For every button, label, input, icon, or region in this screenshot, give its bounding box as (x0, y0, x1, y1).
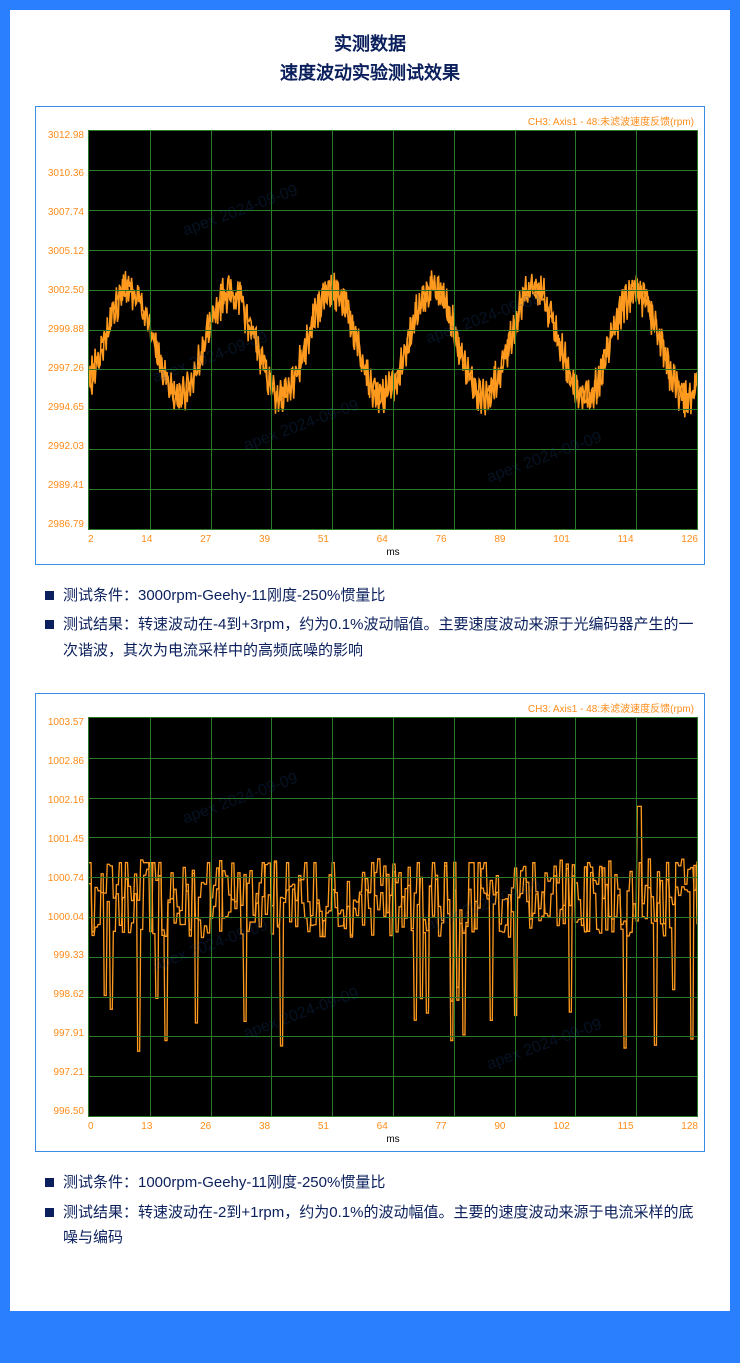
grid-line-v (454, 131, 455, 529)
y-tick-label: 2997.26 (42, 363, 84, 374)
grid-line-v (575, 131, 576, 529)
notes-1: 测试条件：3000rpm-Geehy-11刚度-250%惯量比测试结果：转速波动… (35, 583, 705, 664)
y-tick-label: 2992.03 (42, 441, 84, 452)
grid-line-v (150, 131, 151, 529)
y-tick-label: 2989.41 (42, 480, 84, 491)
chart-1-y-axis: 3012.98 3010.36 3007.74 3005.12 3002.50 2999.… (42, 130, 88, 530)
x-tick-label: 64 (377, 534, 388, 545)
grid-line-v (515, 718, 516, 1116)
x-tick-label: 51 (318, 534, 329, 545)
grid-line-v (332, 718, 333, 1116)
grid-line-v (393, 718, 394, 1116)
y-tick-label: 997.91 (42, 1028, 84, 1039)
grid-line-v (271, 718, 272, 1116)
grid-line-v (393, 131, 394, 529)
note-item: 测试结果：转速波动在-2到+1rpm，约为0.1%的波动幅值。主要的速度波动来源… (43, 1200, 697, 1251)
x-tick-label: 128 (681, 1121, 698, 1132)
chart-2-body: 1003.57 1002.86 1002.16 1001.45 1000.74 1000.… (42, 717, 698, 1145)
grid-line-v (150, 718, 151, 1116)
note-item: 测试结果：转速波动在-4到+3rpm，约为0.1%波动幅值。主要速度波动来源于光… (43, 612, 697, 663)
x-tick-label: 27 (200, 534, 211, 545)
y-tick-label: 2994.65 (42, 402, 84, 413)
chart-2-plot-wrap: apex 2024-09-09apex 2024-09-09apex 2024-… (88, 717, 698, 1145)
chart-2-plot: apex 2024-09-09apex 2024-09-09apex 2024-… (88, 717, 698, 1117)
report-page: 实测数据 速度波动实验测试效果 CH3: Axis1 - 48:未滤波速度反馈(… (10, 10, 730, 1311)
x-tick-label: 126 (681, 534, 698, 545)
chart-1-legend: CH3: Axis1 - 48:未滤波速度反馈(rpm) (42, 111, 698, 130)
title-block: 实测数据 速度波动实验测试效果 (35, 30, 705, 88)
x-tick-label: 14 (141, 534, 152, 545)
chart-1-plot: apex 2024-09-09apex 2024-09-09apex 2024-… (88, 130, 698, 530)
grid-line-v (575, 718, 576, 1116)
grid-line-v (454, 718, 455, 1116)
chart-2-frame: CH3: Axis1 - 48:未滤波速度反馈(rpm) 1003.57 1002… (35, 693, 705, 1152)
x-tick-label: 64 (377, 1121, 388, 1132)
y-tick-label: 1003.57 (42, 717, 84, 728)
grid-line-v (515, 131, 516, 529)
grid-line-v (636, 131, 637, 529)
x-tick-label: 89 (494, 534, 505, 545)
y-tick-label: 1000.74 (42, 873, 84, 884)
x-tick-label: 114 (618, 534, 634, 545)
x-tick-label: 13 (141, 1121, 152, 1132)
x-tick-label: 26 (200, 1121, 211, 1132)
x-tick-label: 38 (259, 1121, 270, 1132)
chart-2-x-label: ms (88, 1132, 698, 1145)
x-tick-label: 90 (494, 1121, 505, 1132)
title-main: 实测数据 (35, 30, 705, 59)
grid-line-v (332, 131, 333, 529)
y-tick-label: 996.50 (42, 1106, 84, 1117)
x-tick-label: 102 (553, 1121, 570, 1132)
y-tick-label: 3005.12 (42, 246, 84, 257)
x-tick-label: 77 (436, 1121, 447, 1132)
y-tick-label: 3012.98 (42, 130, 84, 141)
y-tick-label: 998.62 (42, 989, 84, 1000)
y-tick-label: 1001.45 (42, 834, 84, 845)
y-tick-label: 3007.74 (42, 207, 84, 218)
chart-2-y-axis: 1003.57 1002.86 1002.16 1001.45 1000.74 1000.… (42, 717, 88, 1117)
x-tick-label: 101 (553, 534, 570, 545)
chart-1-x-label: ms (88, 545, 698, 558)
chart-2-x-axis: 0 13 26 38 51 64 77 90 102 115 128 (88, 1117, 698, 1132)
y-tick-label: 3010.36 (42, 168, 84, 179)
note-item: 测试条件：3000rpm-Geehy-11刚度-250%惯量比 (43, 583, 697, 609)
notes-2: 测试条件：1000rpm-Geehy-11刚度-250%惯量比测试结果：转速波动… (35, 1170, 705, 1251)
grid-line-v (636, 718, 637, 1116)
grid-line-v (271, 131, 272, 529)
x-tick-label: 39 (259, 534, 270, 545)
y-tick-label: 997.21 (42, 1067, 84, 1078)
title-sub: 速度波动实验测试效果 (35, 59, 705, 88)
x-tick-label: 2 (88, 534, 94, 545)
x-tick-label: 0 (88, 1121, 94, 1132)
y-tick-label: 2986.79 (42, 519, 84, 530)
chart-1-x-axis: 2 14 27 39 51 64 76 89 101 114 126 (88, 530, 698, 545)
chart-1-plot-wrap: apex 2024-09-09apex 2024-09-09apex 2024-… (88, 130, 698, 558)
y-tick-label: 1002.16 (42, 795, 84, 806)
grid-line-v (211, 718, 212, 1116)
chart-2-legend: CH3: Axis1 - 48:未滤波速度反馈(rpm) (42, 698, 698, 717)
y-tick-label: 1000.04 (42, 912, 84, 923)
chart-1-body: 3012.98 3010.36 3007.74 3005.12 3002.50 2999.… (42, 130, 698, 558)
x-tick-label: 51 (318, 1121, 329, 1132)
note-item: 测试条件：1000rpm-Geehy-11刚度-250%惯量比 (43, 1170, 697, 1196)
x-tick-label: 76 (436, 534, 447, 545)
y-tick-label: 3002.50 (42, 285, 84, 296)
chart-1-frame: CH3: Axis1 - 48:未滤波速度反馈(rpm) 3012.98 3010… (35, 106, 705, 565)
y-tick-label: 999.33 (42, 950, 84, 961)
grid-line-v (211, 131, 212, 529)
y-tick-label: 1002.86 (42, 756, 84, 767)
y-tick-label: 2999.88 (42, 324, 84, 335)
x-tick-label: 115 (618, 1121, 634, 1132)
